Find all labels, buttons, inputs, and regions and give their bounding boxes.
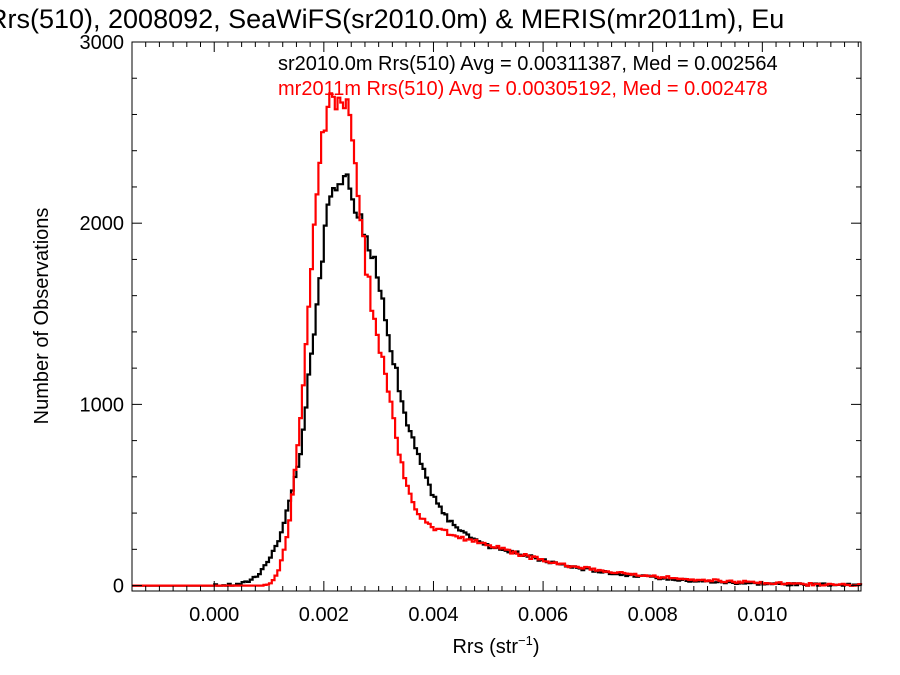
series-layer	[132, 92, 863, 587]
y-axis-label: Number of Observations	[31, 208, 53, 425]
x-axis: 0.000 0.002 0.004 0.006 0.008 0.010	[131, 42, 859, 626]
y-tick-label: 0	[113, 576, 124, 598]
x-tick-label: 0.008	[628, 604, 678, 626]
y-axis: 0 1000 2000 3000	[80, 32, 861, 598]
series-line-mr2011	[132, 92, 863, 587]
y-tick-label: 3000	[80, 32, 125, 54]
legend-entry: mr2011m Rrs(510) Avg = 0.00305192, Med =…	[278, 78, 768, 100]
x-tick-label: 0.002	[299, 604, 349, 626]
chart-title: Rrs(510), 2008092, SeaWiFS(sr2010.0m) & …	[0, 4, 784, 34]
plot-frame	[131, 41, 862, 592]
x-tick-label: 0.000	[189, 604, 239, 626]
x-tick-label: 0.006	[518, 604, 568, 626]
x-axis-label-close: )	[533, 636, 540, 658]
legend: sr2010.0m Rrs(510) Avg = 0.00311387, Med…	[278, 53, 778, 100]
x-axis-label-sup: −1	[518, 633, 533, 648]
x-axis-label: Rrs (str−1)	[452, 633, 539, 658]
legend-entry: sr2010.0m Rrs(510) Avg = 0.00311387, Med…	[278, 53, 778, 75]
y-tick-label: 2000	[80, 213, 125, 235]
y-tick-label: 1000	[80, 394, 125, 416]
series-line-sr2010	[132, 173, 863, 587]
x-tick-label: 0.004	[408, 604, 458, 626]
x-axis-label-main: Rrs (str	[452, 636, 518, 658]
x-tick-label: 0.010	[737, 604, 787, 626]
